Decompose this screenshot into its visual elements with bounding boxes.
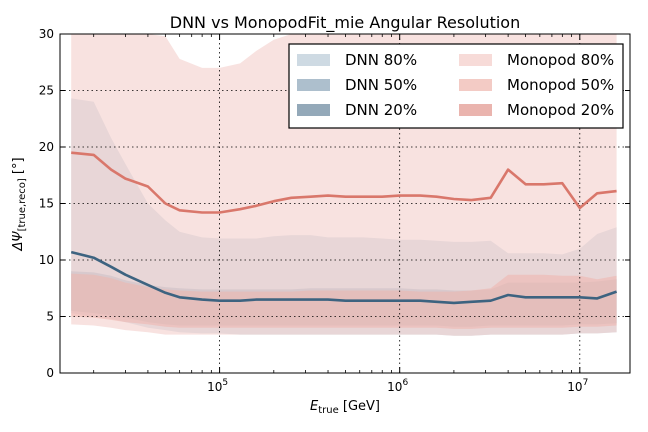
legend-swatch-monopod-50- bbox=[459, 79, 492, 91]
x-axis-label-unit: [GeV] bbox=[339, 399, 380, 414]
y-tick-label: 0 bbox=[46, 366, 54, 380]
legend-box bbox=[288, 43, 624, 129]
x-axis-label: Etrue [GeV] bbox=[310, 399, 380, 416]
x-tick-label: 106 bbox=[387, 378, 408, 394]
y-tick-label: 5 bbox=[46, 310, 54, 324]
legend-label-dnn-20-: DNN 20% bbox=[345, 101, 417, 119]
y-tick-label: 10 bbox=[39, 253, 54, 267]
legend-label-monopod-50-: Monopod 50% bbox=[507, 76, 614, 94]
y-axis-label-sub: [true,reco] bbox=[17, 178, 28, 231]
legend-swatch-monopod-80- bbox=[459, 54, 492, 66]
x-axis-label-sub: true bbox=[318, 405, 339, 416]
chart-title: DNN vs MonopodFit_mie Angular Resolution bbox=[170, 13, 520, 33]
y-tick-label: 30 bbox=[39, 27, 54, 41]
legend-label-monopod-80-: Monopod 80% bbox=[507, 51, 614, 69]
y-axis-label-main: ΔΨ bbox=[11, 231, 26, 252]
plot-frame bbox=[59, 33, 631, 374]
legend: DNN 80% DNN 50% DNN 20% Monopod 80% Monopod … bbox=[288, 43, 624, 129]
legend-swatch-dnn-20- bbox=[297, 104, 330, 116]
legend-label-dnn-80-: DNN 80% bbox=[345, 51, 417, 69]
y-tick-label: 15 bbox=[39, 197, 54, 211]
y-tick-label: 20 bbox=[39, 140, 54, 154]
x-tick-label: 105 bbox=[207, 378, 228, 394]
x-axis: 105 106 107 bbox=[93, 34, 588, 394]
line-monopod-20- bbox=[71, 151, 617, 214]
legend-swatch-dnn-80- bbox=[297, 54, 330, 66]
y-axis: 0 5 10 15 20 25 30 bbox=[39, 27, 630, 380]
line-dnn-20- bbox=[70, 250, 618, 305]
legend-label-dnn-50-: DNN 50% bbox=[345, 76, 417, 94]
legend-label-monopod-20-: Monopod 20% bbox=[507, 101, 614, 119]
legend-swatch-dnn-50- bbox=[297, 79, 330, 91]
x-axis-label-main: E bbox=[310, 399, 319, 414]
legend-swatch-monopod-20- bbox=[459, 104, 492, 116]
y-axis-label-unit: [°] bbox=[11, 157, 26, 178]
y-tick-label: 25 bbox=[39, 84, 54, 98]
y-axis-label: ΔΨ[true,reco] [°] bbox=[11, 157, 28, 251]
x-tick-label: 107 bbox=[567, 378, 588, 394]
